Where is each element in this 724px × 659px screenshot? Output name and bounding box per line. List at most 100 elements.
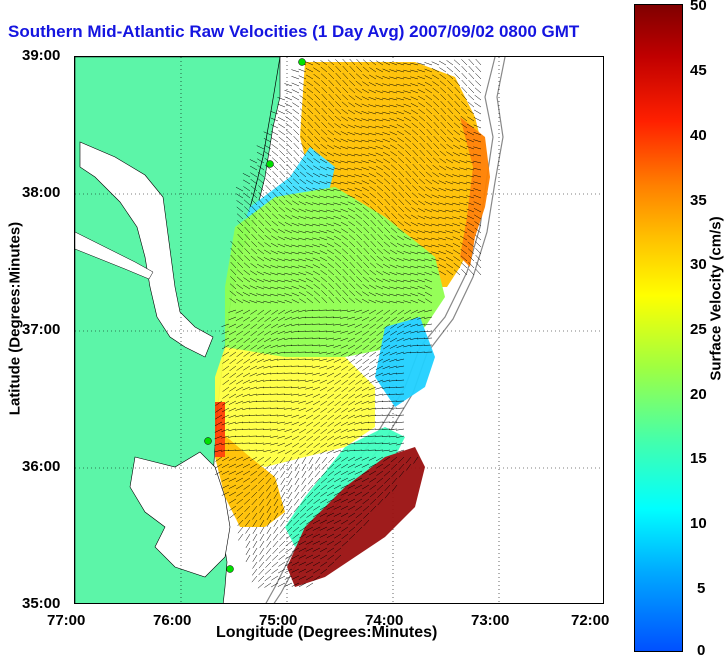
velocity-vector xyxy=(389,351,398,356)
velocity-vector xyxy=(326,344,335,348)
velocity-vector xyxy=(354,477,363,482)
velocity-vector xyxy=(347,323,356,327)
velocity-vector xyxy=(342,72,349,80)
velocity-vector xyxy=(292,115,300,122)
velocity-vector xyxy=(328,66,335,73)
velocity-vector xyxy=(417,309,426,314)
velocity-vector xyxy=(320,498,328,504)
velocity-vector xyxy=(347,456,356,462)
velocity-vector xyxy=(279,177,286,185)
velocity-vector xyxy=(263,300,272,304)
velocity-vector xyxy=(243,316,251,322)
velocity-vector xyxy=(327,561,335,568)
velocity-vector xyxy=(375,372,384,377)
velocity-vector xyxy=(298,272,307,276)
velocity-vector xyxy=(368,414,377,417)
velocity-vector xyxy=(348,386,356,392)
velocity-vector xyxy=(222,393,230,399)
velocity-vector xyxy=(438,202,447,206)
velocity-vector xyxy=(445,256,454,262)
velocity-vector xyxy=(340,470,349,476)
velocity-vector xyxy=(410,265,419,269)
velocity-vector xyxy=(258,227,265,234)
velocity-vector xyxy=(312,540,321,545)
velocity-vector xyxy=(333,477,342,483)
velocity-vector xyxy=(286,526,293,533)
velocity-vector xyxy=(390,463,398,470)
velocity-vector xyxy=(249,400,258,403)
velocity-vector xyxy=(475,58,482,66)
velocity-vector xyxy=(278,309,286,315)
velocity-vector xyxy=(298,230,307,234)
velocity-vector xyxy=(291,292,300,297)
velocity-vector xyxy=(263,442,272,445)
velocity-vector xyxy=(370,226,377,234)
velocity-vector xyxy=(244,505,251,512)
velocity-vector xyxy=(445,166,454,171)
velocity-vector xyxy=(361,393,370,398)
velocity-vector xyxy=(355,213,363,220)
velocity-vector xyxy=(230,269,237,276)
velocity-vector xyxy=(397,157,405,164)
velocity-vector xyxy=(342,58,349,66)
velocity-vector xyxy=(362,193,370,199)
velocity-vector xyxy=(277,300,286,304)
velocity-vector xyxy=(382,379,391,383)
velocity-vector xyxy=(264,456,272,463)
velocity-vector xyxy=(242,407,251,410)
velocity-vector xyxy=(263,351,272,356)
velocity-vector xyxy=(375,90,384,94)
velocity-vector xyxy=(263,286,272,290)
velocity-vector xyxy=(292,193,300,199)
velocity-vector xyxy=(341,456,349,462)
velocity-vector xyxy=(396,76,405,80)
velocity-vector xyxy=(284,400,293,403)
velocity-vector xyxy=(320,568,328,575)
velocity-vector xyxy=(321,290,328,297)
velocity-vector xyxy=(396,272,405,276)
velocity-vector xyxy=(265,191,272,199)
velocity-vector xyxy=(321,470,328,477)
velocity-vector xyxy=(243,179,251,185)
velocity-vector xyxy=(466,153,475,157)
velocity-vector xyxy=(286,163,293,171)
velocity-vector xyxy=(243,498,251,505)
velocity-vector xyxy=(333,358,342,363)
velocity-vector xyxy=(376,470,384,476)
velocity-vector xyxy=(256,449,265,452)
velocity-vector xyxy=(396,124,405,129)
velocity-vector xyxy=(468,87,475,94)
velocity-vector xyxy=(250,330,258,336)
velocity-vector xyxy=(452,188,461,192)
velocity-vector xyxy=(334,463,342,469)
velocity-vector xyxy=(242,463,251,468)
velocity-vector xyxy=(410,299,419,304)
velocity-vector xyxy=(319,195,328,199)
velocity-vector xyxy=(258,192,265,199)
velocity-vector xyxy=(313,67,321,73)
velocity-vector xyxy=(305,251,314,255)
velocity-vector xyxy=(258,205,265,213)
velocity-vector xyxy=(383,249,391,255)
velocity-vector xyxy=(467,248,475,255)
velocity-vector xyxy=(413,456,419,464)
velocity-vector xyxy=(320,129,328,136)
velocity-vector xyxy=(403,103,412,108)
velocity-vector xyxy=(396,293,405,297)
velocity-vector xyxy=(459,181,468,185)
velocity-vector xyxy=(398,199,405,206)
velocity-vector xyxy=(258,491,265,499)
velocity-vector xyxy=(468,268,475,276)
velocity-vector xyxy=(263,428,272,430)
velocity-vector xyxy=(383,178,391,185)
velocity-vector xyxy=(446,270,454,276)
velocity-vector xyxy=(389,257,398,262)
velocity-vector xyxy=(312,547,321,552)
y-axis-label: Latitude (Degrees:Minutes) xyxy=(6,221,24,416)
velocity-vector xyxy=(291,230,300,234)
map-plot-area[interactable] xyxy=(74,56,604,604)
velocity-vector xyxy=(307,484,314,492)
velocity-vector xyxy=(277,97,286,101)
velocity-vector xyxy=(256,365,265,370)
velocity-vector xyxy=(265,205,272,213)
